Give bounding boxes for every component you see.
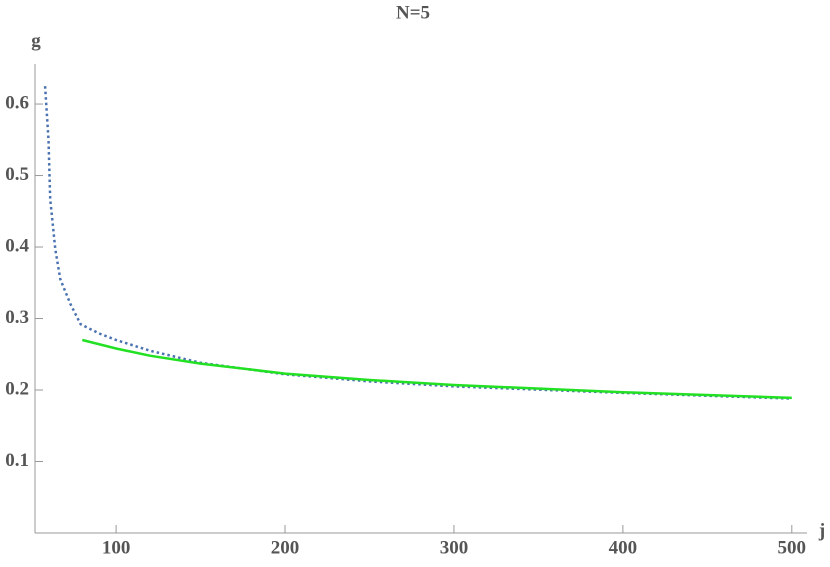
x-tick-label: 500 <box>778 537 807 558</box>
y-axis-label: g <box>31 30 41 51</box>
y-tick-label: 0.1 <box>5 450 29 471</box>
y-tick-label: 0.2 <box>5 378 29 399</box>
x-tick-label: 400 <box>609 537 638 558</box>
chart-title: N=5 <box>396 2 430 23</box>
x-tick-label: 300 <box>440 537 469 558</box>
series-line <box>81 338 792 400</box>
y-tick-label: 0.3 <box>5 307 29 328</box>
x-tick-label: 100 <box>102 537 131 558</box>
x-axis-label: j <box>818 520 825 541</box>
y-tick-label: 0.4 <box>5 235 29 256</box>
y-tick-label: 0.6 <box>5 92 29 113</box>
y-tick-label: 0.5 <box>5 164 29 185</box>
series-line <box>43 86 792 400</box>
x-tick-label: 200 <box>271 537 300 558</box>
